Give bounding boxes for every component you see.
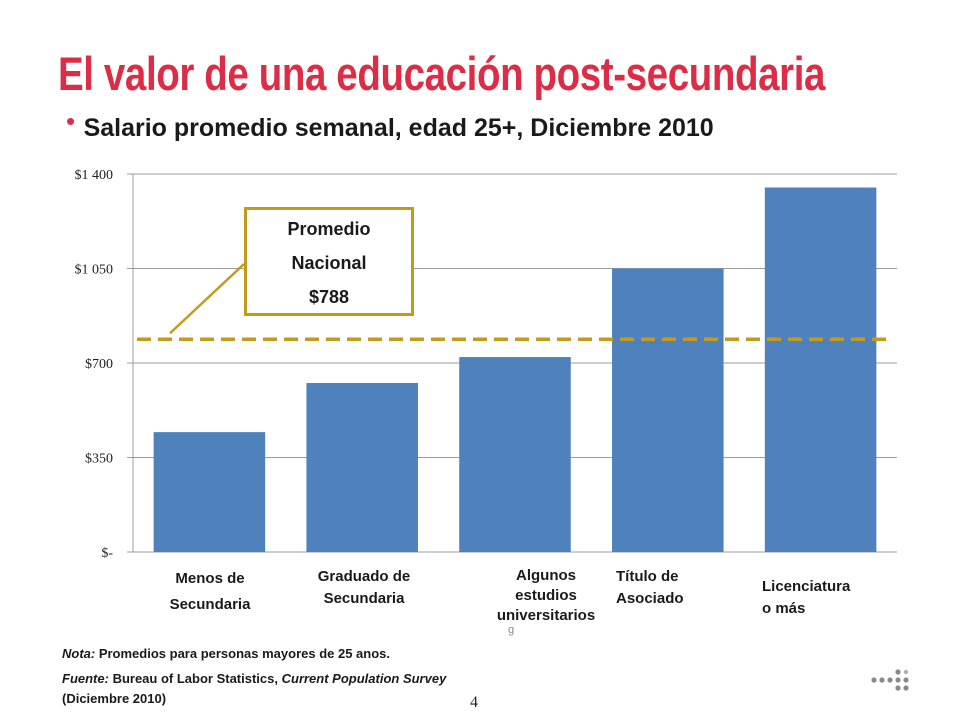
note-prefix: Nota:	[62, 646, 96, 661]
bar	[612, 268, 724, 552]
bar	[153, 432, 266, 552]
source-text: Fuente: Bureau of Labor Statistics, Curr…	[62, 669, 532, 709]
callout-connector	[169, 263, 245, 335]
callout-line-3: $788	[308, 287, 350, 307]
category-label: Graduado de Secundaria	[317, 568, 411, 607]
slide-subtitle: Salario promedio semanal, edad 25+, Dici…	[83, 114, 714, 142]
y-tick-label: $1 400	[75, 168, 114, 183]
callout-line-2: Nacional	[291, 253, 367, 273]
source-body-1: Bureau of Labor Statistics,	[108, 671, 282, 686]
category-label: Algunos estudios universitarios	[496, 567, 596, 624]
bar	[459, 357, 571, 552]
y-tick-label: $700	[85, 357, 113, 372]
slide-title: El valor de una educación post-secundari…	[58, 47, 826, 100]
stray-mark: g	[508, 624, 515, 636]
category-label: Licenciatura o más	[762, 578, 851, 617]
category-label: Título de Asociado	[616, 568, 684, 607]
category-label: Menos de Secundaria	[169, 570, 251, 613]
bullet-icon: •	[66, 106, 76, 136]
source-date: (Diciembre 2010)	[62, 691, 167, 706]
callout-line-1: Promedio	[287, 219, 371, 239]
subtitle-row: • Salario promedio semanal, edad 25+, Di…	[66, 106, 714, 143]
note-text: Nota: Promedios para personas mayores de…	[62, 646, 390, 661]
bar	[306, 382, 418, 552]
page-number: 4	[470, 694, 478, 711]
bar	[764, 187, 877, 552]
y-tick-label: $1 050	[75, 263, 114, 278]
y-tick-label: $350	[85, 452, 113, 467]
dots-logo-icon	[871, 669, 909, 691]
national-average-callout: Promedio Nacional $788	[244, 207, 414, 316]
y-tick-label: $-	[101, 546, 113, 561]
source-survey: Current Population Survey	[281, 671, 447, 686]
source-prefix: Fuente:	[62, 671, 109, 686]
note-body: Promedios para personas mayores de 25 an…	[95, 646, 391, 661]
